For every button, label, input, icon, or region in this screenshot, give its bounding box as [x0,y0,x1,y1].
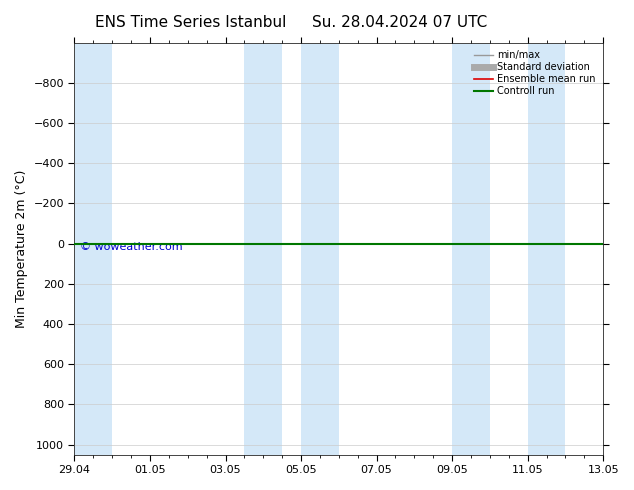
Bar [527,43,566,455]
Legend: min/max, Standard deviation, Ensemble mean run, Controll run: min/max, Standard deviation, Ensemble me… [470,48,598,99]
Bar [74,43,112,455]
Text: Su. 28.04.2024 07 UTC: Su. 28.04.2024 07 UTC [312,15,487,30]
Text: ENS Time Series Istanbul: ENS Time Series Istanbul [94,15,286,30]
Bar [301,43,339,455]
Bar [452,43,490,455]
Bar [245,43,282,455]
Y-axis label: Min Temperature 2m (°C): Min Temperature 2m (°C) [15,170,28,328]
Text: © woweather.com: © woweather.com [80,242,183,251]
